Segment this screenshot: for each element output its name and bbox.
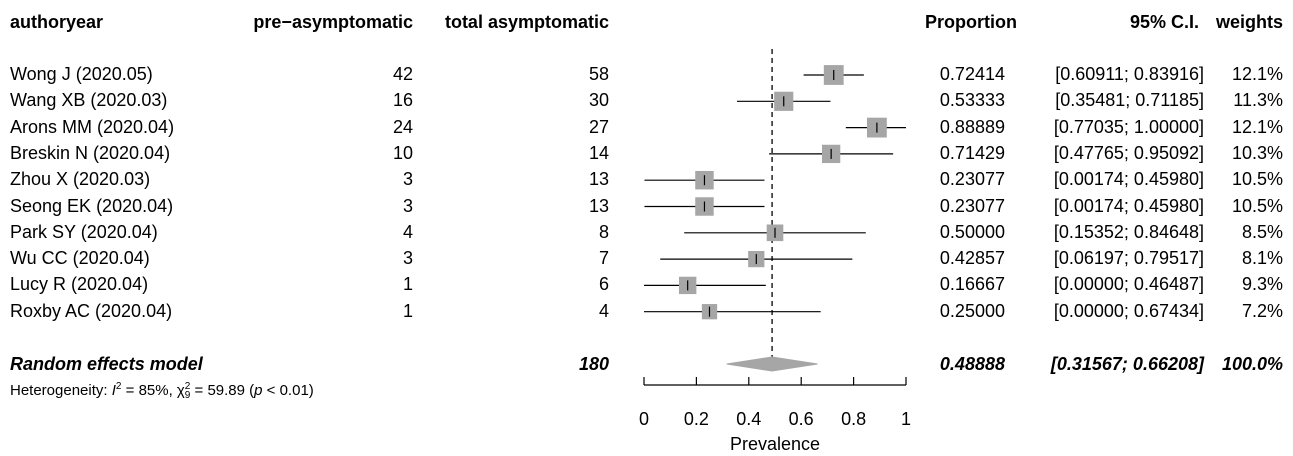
study-total: 6 [598, 274, 609, 295]
study-name: Wang XB (2020.03) [10, 90, 168, 111]
study-name: Arons MM (2020.04) [10, 116, 175, 137]
study-weight: 8.1% [1241, 248, 1283, 269]
study-events: 3 [402, 169, 413, 190]
x-tick-label: 0.6 [789, 409, 814, 429]
study-events: 1 [402, 300, 413, 321]
study-total: 4 [598, 300, 609, 321]
study-proportion: 0.71429 [939, 142, 1005, 163]
summary-proportion: 0.48888 [939, 354, 1005, 374]
study-events: 4 [402, 221, 413, 242]
header-total: total asymptomatic [444, 12, 609, 32]
x-tick-label: 0.4 [736, 409, 761, 429]
study-events: 3 [402, 248, 413, 269]
study-proportion: 0.42857 [939, 248, 1005, 269]
study-events: 1 [402, 274, 413, 295]
chi-value: = 59.89 ( [190, 382, 255, 399]
study-name: Lucy R (2020.04) [10, 274, 149, 295]
summary-ci: [0.31567; 0.66208] [1050, 354, 1204, 374]
study-name: Wong J (2020.05) [10, 64, 153, 84]
study-name: Seong EK (2020.04) [10, 195, 174, 216]
study-ci: [0.77035; 1.00000] [1053, 116, 1204, 137]
study-proportion: 0.72414 [939, 64, 1005, 84]
chi-subscript: 9 [184, 390, 191, 402]
study-weight: 7.2% [1241, 300, 1283, 321]
study-events: 24 [392, 116, 413, 137]
header-ci: 95% C.I. [1129, 12, 1199, 32]
x-tick-label: 1 [901, 409, 911, 429]
study-ci: [0.00000; 0.67434] [1053, 300, 1204, 321]
x-tick-label: 0 [639, 409, 649, 429]
study-total: 8 [598, 221, 609, 242]
i2-superscript: 2 [115, 381, 122, 392]
study-events: 42 [392, 64, 413, 84]
x-tick-label: 0.8 [841, 409, 866, 429]
heterogeneity-prefix: Heterogeneity: [10, 382, 112, 399]
study-ci: [0.00174; 0.45980] [1053, 195, 1204, 216]
study-events: 16 [392, 90, 413, 111]
i2-value: = 85%, [121, 382, 177, 399]
study-weight: 8.5% [1241, 221, 1283, 242]
study-total: 14 [588, 142, 609, 163]
study-name: Wu CC (2020.04) [10, 248, 150, 269]
header-proportion: Proportion [925, 12, 1017, 32]
study-proportion: 0.16667 [939, 274, 1005, 295]
study-weight: 10.5% [1231, 195, 1283, 216]
study-proportion: 0.25000 [939, 300, 1005, 321]
summary-weight: 100.0% [1221, 354, 1283, 374]
study-name: Park SY (2020.04) [10, 221, 158, 242]
i2-symbol: I [111, 382, 116, 399]
study-events: 10 [392, 142, 413, 163]
study-ci: [0.60911; 0.83916] [1055, 64, 1204, 84]
study-proportion: 0.88889 [939, 116, 1005, 137]
chi-symbol: χ [176, 382, 185, 399]
study-weight: 11.3% [1233, 90, 1283, 111]
study-total: 13 [588, 169, 609, 190]
x-tick-label: 0.2 [684, 409, 709, 429]
study-total: 13 [588, 195, 609, 216]
study-weight: 9.3% [1241, 274, 1283, 295]
study-weight: 10.5% [1231, 169, 1283, 190]
study-weight: 12.1% [1231, 116, 1283, 137]
study-total: 58 [588, 64, 609, 84]
study-ci: [0.47765; 0.95092] [1053, 142, 1204, 163]
study-total: 7 [598, 248, 609, 269]
study-ci: [0.15352; 0.84648] [1053, 221, 1204, 242]
study-ci: [0.00000; 0.46487] [1053, 274, 1204, 295]
study-ci: [0.00174; 0.45980] [1053, 169, 1204, 190]
chi-superscript: 2 [184, 381, 191, 393]
study-events: 3 [402, 195, 413, 216]
study-total: 27 [588, 116, 609, 137]
study-proportion: 0.50000 [939, 221, 1005, 242]
study-total: 30 [588, 90, 609, 111]
x-axis-label: Prevalence [730, 434, 820, 454]
study-ci: [0.06197; 0.79517] [1053, 248, 1204, 269]
summary-label: Random effects model [10, 354, 203, 374]
study-name: Roxby AC (2020.04) [10, 300, 173, 321]
study-name: Zhou X (2020.03) [10, 169, 151, 190]
summary-diamond [726, 356, 818, 372]
study-proportion: 0.23077 [939, 169, 1005, 190]
study-weight: 10.3% [1231, 142, 1283, 163]
study-proportion: 0.53333 [939, 90, 1005, 111]
header-study: authoryear [10, 12, 104, 32]
header-events: pre−asymptomatic [253, 12, 413, 32]
study-weight: 12.1% [1231, 64, 1283, 84]
p-value: < 0.01) [262, 382, 314, 399]
study-ci: [0.35481; 0.71185] [1055, 90, 1204, 111]
study-proportion: 0.23077 [939, 195, 1005, 216]
header-weights: weights [1215, 12, 1283, 32]
summary-total: 180 [578, 354, 609, 374]
p-symbol: p [254, 382, 263, 399]
study-name: Breskin N (2020.04) [10, 142, 171, 163]
